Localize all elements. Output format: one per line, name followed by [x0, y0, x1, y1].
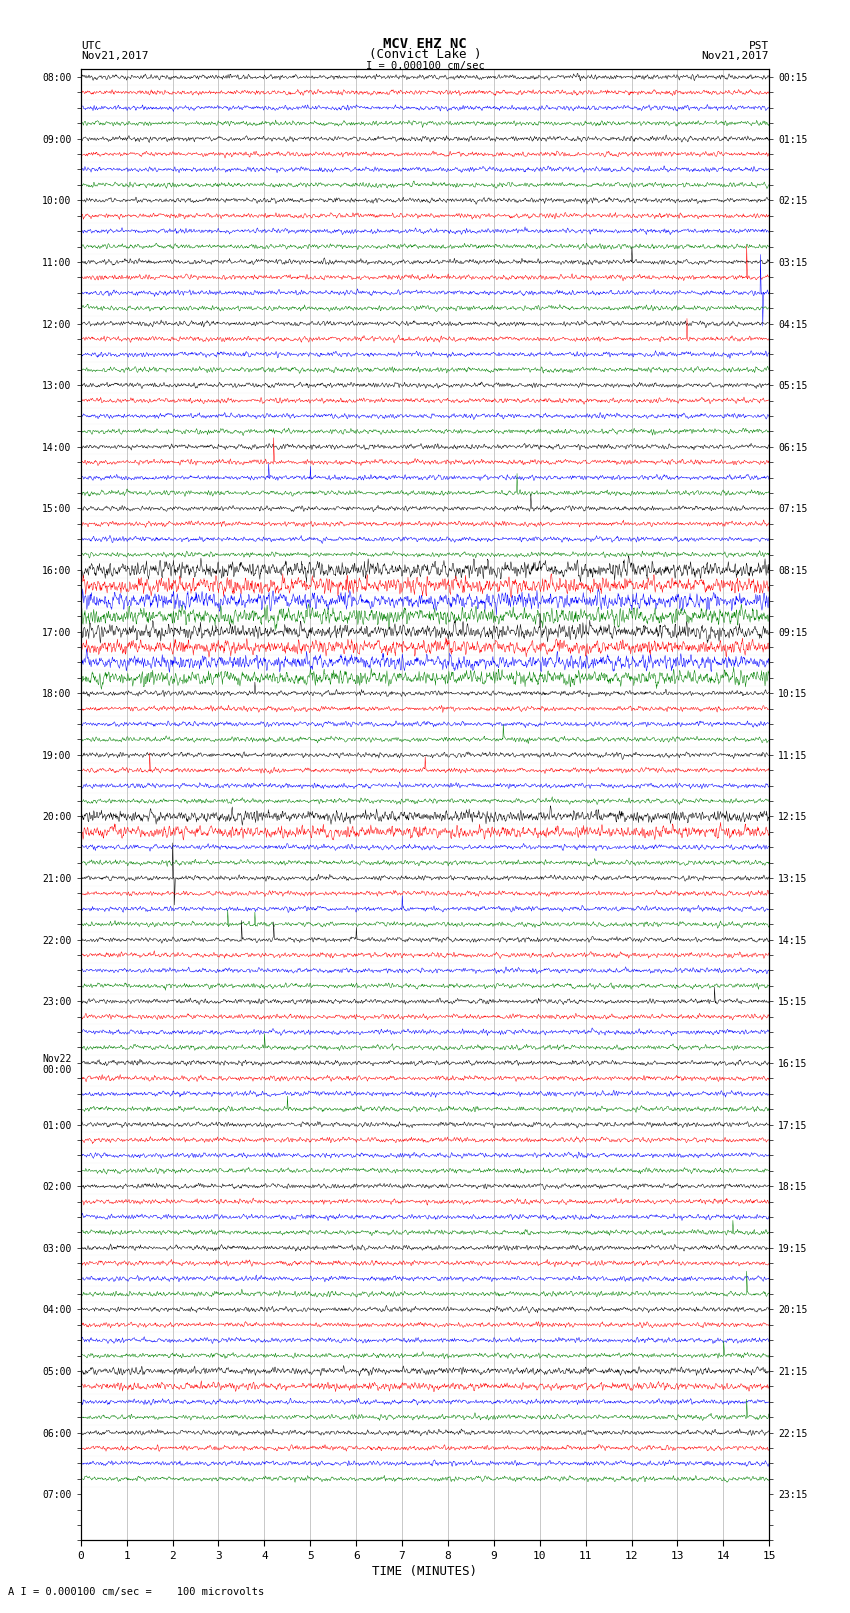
Text: Nov21,2017: Nov21,2017: [702, 52, 769, 61]
Text: A I = 0.000100 cm/sec =    100 microvolts: A I = 0.000100 cm/sec = 100 microvolts: [8, 1587, 264, 1597]
Text: I = 0.000100 cm/sec: I = 0.000100 cm/sec: [366, 61, 484, 71]
Text: PST: PST: [749, 40, 769, 50]
Text: Nov21,2017: Nov21,2017: [81, 52, 148, 61]
Text: (Convict Lake ): (Convict Lake ): [369, 48, 481, 61]
X-axis label: TIME (MINUTES): TIME (MINUTES): [372, 1565, 478, 1578]
Text: UTC: UTC: [81, 40, 101, 50]
Text: MCV EHZ NC: MCV EHZ NC: [383, 37, 467, 50]
